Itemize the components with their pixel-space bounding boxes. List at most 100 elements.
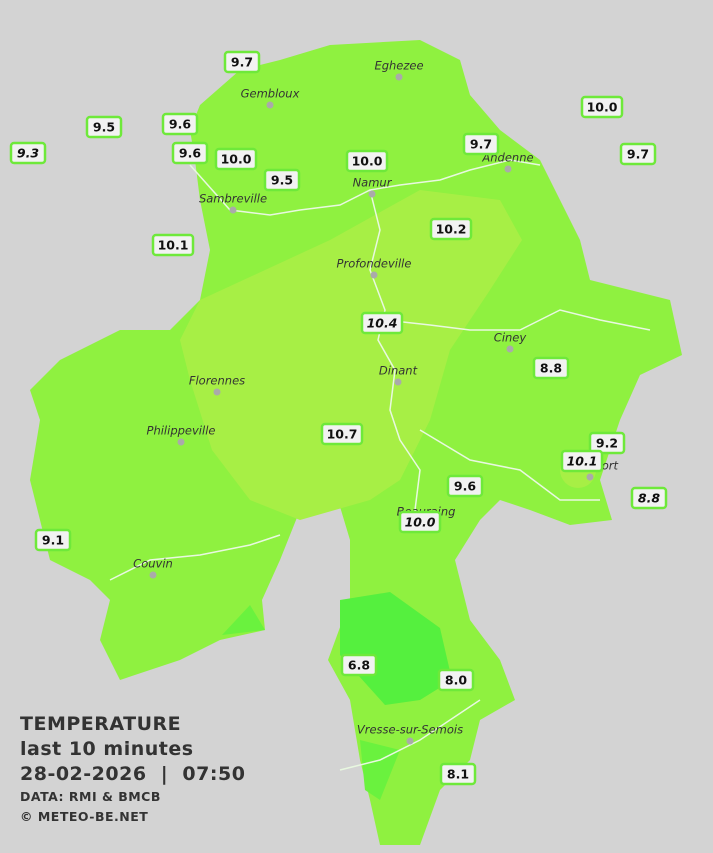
station-value: 10.2 (436, 222, 467, 237)
station-box (9, 141, 47, 165)
station-box (446, 474, 484, 498)
city-name: Vresse-sur-Semois (357, 723, 463, 737)
city-name: Eghezee (374, 59, 423, 73)
city-name: Dinant (379, 364, 418, 378)
station-box (214, 147, 258, 171)
city-dot (394, 378, 402, 386)
credit: DATA: RMI & BMCB (20, 789, 161, 804)
station-box (560, 449, 604, 473)
station-value: 9.2 (596, 436, 618, 451)
city-dot (504, 165, 512, 173)
city-dot (229, 206, 237, 214)
city: Sambreville (199, 192, 267, 214)
city: Ciney (494, 331, 527, 353)
station: 9.5 (263, 168, 301, 192)
station-box (320, 422, 364, 446)
station-box (340, 653, 378, 677)
station-value: 6.8 (348, 658, 370, 673)
station-value: 10.0 (221, 152, 252, 167)
cool-zone (340, 592, 452, 705)
rivers (109, 159, 651, 771)
city: Vresse-sur-Semois (357, 723, 463, 745)
station-value: 10.4 (367, 316, 398, 331)
station-box (223, 50, 261, 74)
legend: TEMPERATURE last 10 minutes 28-02-2026 |… (20, 712, 245, 827)
city: Couvin (133, 557, 173, 579)
city: Eghezee (374, 59, 424, 81)
station: 9.6 (161, 112, 199, 136)
station-value: 10.7 (327, 427, 358, 442)
city-dot (266, 101, 274, 109)
city-name: Namur (353, 176, 393, 190)
warm-zone (180, 190, 522, 520)
station: 8.8 (630, 486, 668, 510)
station-box (263, 168, 301, 192)
city-name: Gembloux (241, 87, 300, 101)
station-box (630, 486, 668, 510)
station-box (161, 112, 199, 136)
station: 9.6 (171, 141, 209, 165)
station-value: 9.1 (42, 533, 64, 548)
station: 10.0 (214, 147, 258, 171)
station-box (588, 431, 626, 455)
station-box (171, 141, 209, 165)
station: 9.7 (462, 132, 500, 156)
city-dot (149, 571, 157, 579)
station: 8.0 (437, 668, 475, 692)
station-box (462, 132, 500, 156)
station-value: 9.7 (627, 147, 649, 162)
station: 8.1 (439, 762, 477, 786)
city: Profondeville (337, 257, 412, 279)
station: 9.1 (34, 528, 72, 552)
city-dot (213, 388, 221, 396)
station: 9.7 (223, 50, 261, 74)
station-value: 8.8 (540, 361, 562, 376)
subtitle: last 10 minutes (20, 738, 194, 760)
station: 10.0 (580, 95, 624, 119)
city: Philippeville (147, 424, 216, 446)
cool-zone (222, 605, 265, 635)
city-name: Philippeville (147, 424, 216, 438)
station-box (360, 311, 404, 335)
station-box (398, 510, 442, 534)
station: 10.4 (360, 311, 404, 335)
station-box (437, 668, 475, 692)
station: 10.2 (429, 217, 473, 241)
station-box (580, 95, 624, 119)
station: 10.1 (151, 233, 195, 257)
station-value: 9.3 (17, 146, 39, 161)
station: 10.1 (560, 449, 604, 473)
station-value: 8.8 (638, 491, 660, 506)
river (339, 699, 481, 771)
station-box (34, 528, 72, 552)
station-value: 10.0 (587, 100, 618, 115)
station-box (429, 217, 473, 241)
river (369, 189, 431, 531)
datetime: 28-02-2026 | 07:50 (20, 763, 246, 785)
station-value: 9.7 (231, 55, 253, 70)
station-value: 8.1 (447, 767, 469, 782)
station: 10.0 (398, 510, 442, 534)
station-value: 8.0 (445, 673, 467, 688)
station-value: 10.1 (158, 238, 189, 253)
station-box (619, 142, 657, 166)
station-value: 9.5 (271, 173, 293, 188)
river (419, 429, 600, 501)
city-name: Profondeville (337, 257, 412, 271)
station-value: 9.6 (179, 146, 201, 161)
city-dot (586, 473, 594, 481)
city-dot (368, 190, 376, 198)
station-box (532, 356, 570, 380)
city-dot (177, 438, 185, 446)
city-name: Ciney (494, 331, 527, 345)
city: Gembloux (241, 87, 300, 109)
station: 8.8 (532, 356, 570, 380)
station: 10.0 (345, 149, 389, 173)
city-name: Florennes (189, 374, 245, 388)
station-box (439, 762, 477, 786)
city-name: Sambreville (199, 192, 267, 206)
station-value: 9.7 (470, 137, 492, 152)
city: Dinant (379, 364, 418, 386)
station: 6.8 (340, 653, 378, 677)
